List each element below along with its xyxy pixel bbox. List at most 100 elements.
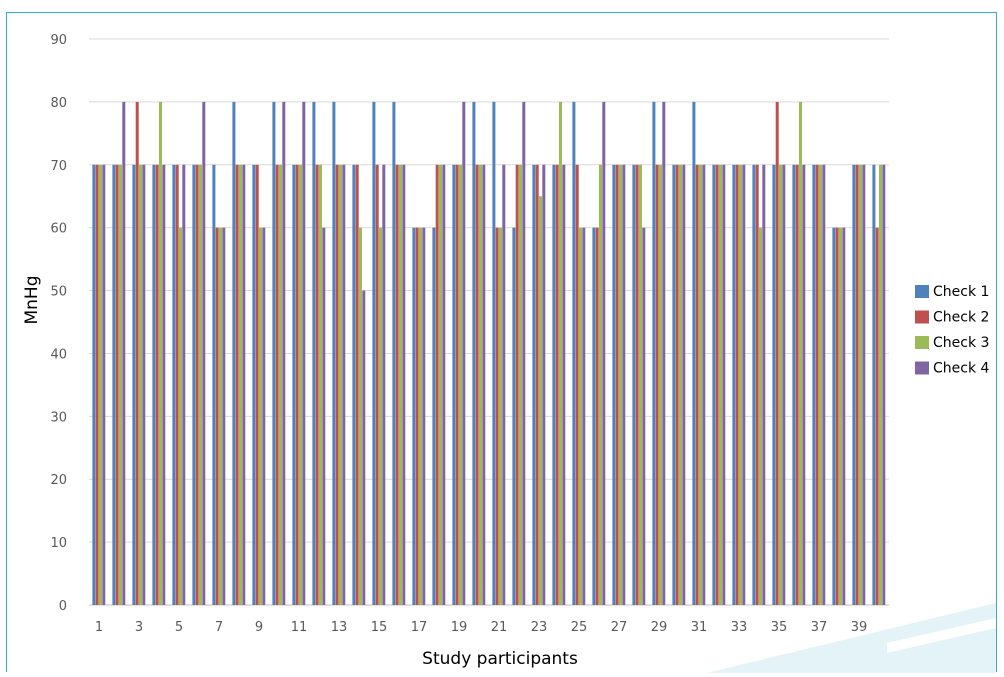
y-axis-title: MnHg (22, 275, 42, 324)
bar (359, 227, 362, 605)
bar (682, 164, 686, 605)
bar (592, 227, 596, 605)
x-tick-label: 15 (371, 620, 388, 635)
bar (539, 196, 542, 605)
bar (115, 164, 119, 605)
bar (202, 101, 206, 605)
bar (455, 164, 459, 605)
bar (172, 164, 176, 605)
bar (619, 164, 622, 605)
bar (722, 164, 726, 605)
bar (532, 164, 536, 605)
bar (275, 164, 279, 605)
legend-label: Check 2 (933, 310, 989, 326)
bar (712, 164, 716, 605)
bar (395, 164, 399, 605)
bar (439, 164, 442, 605)
bar (492, 101, 496, 605)
bar (175, 164, 179, 605)
bar (879, 164, 882, 605)
x-tick-label: 11 (291, 620, 308, 635)
bar (135, 101, 139, 605)
x-axis-title: Study participants (422, 649, 578, 669)
bar (392, 101, 396, 605)
bar (732, 164, 736, 605)
bar (332, 101, 336, 605)
bar (295, 164, 299, 605)
bar (339, 164, 342, 605)
x-tick-label: 17 (411, 620, 428, 635)
x-tick-label: 25 (571, 620, 588, 635)
bar (102, 164, 106, 605)
bar (842, 227, 846, 605)
bar (379, 227, 382, 605)
bar (882, 164, 886, 605)
bar (799, 101, 802, 605)
bar (562, 164, 566, 605)
bar (122, 101, 126, 605)
bar (579, 227, 582, 605)
bar (312, 101, 316, 605)
bar (132, 164, 136, 605)
bar (179, 227, 182, 605)
bar (155, 164, 159, 605)
bar (715, 164, 719, 605)
x-tick-label: 27 (611, 620, 628, 635)
bar (699, 164, 702, 605)
bar (822, 164, 826, 605)
bar (219, 227, 222, 605)
bar (735, 164, 739, 605)
chart-frame: 0 10 20 30 40 50 60 70 80 90 1 3 5 7 9 11 13 15 17 19 21 23 2… (6, 12, 997, 673)
bar (162, 164, 166, 605)
legend-item: Check 2 (915, 310, 989, 326)
bar (872, 164, 876, 605)
bar (512, 227, 516, 605)
legend-label: Check 4 (933, 361, 990, 377)
bar (92, 164, 96, 605)
bar (459, 164, 462, 605)
bar (555, 164, 559, 605)
bar (602, 101, 606, 605)
bar (402, 164, 406, 605)
bar (779, 164, 782, 605)
legend-swatch (915, 336, 929, 349)
x-tick-label: 31 (691, 620, 708, 635)
legend-label: Check 3 (933, 335, 989, 351)
bar (742, 164, 746, 605)
bar (775, 101, 779, 605)
bar (482, 164, 486, 605)
bar (215, 227, 219, 605)
bar (655, 164, 659, 605)
bar (239, 164, 242, 605)
bar (659, 164, 662, 605)
bar (859, 164, 862, 605)
bar (452, 164, 456, 605)
bar (499, 227, 502, 605)
bar (442, 164, 446, 605)
bar (515, 164, 519, 605)
bar (232, 101, 236, 605)
x-tick-label: 13 (331, 620, 348, 635)
bar (112, 164, 116, 605)
bar (552, 164, 556, 605)
bar (572, 101, 576, 605)
y-tick-label: 20 (50, 473, 67, 488)
bar (272, 101, 276, 605)
figure-caption (0, 0, 1004, 11)
bar (212, 164, 216, 605)
bar (575, 164, 579, 605)
bar (802, 164, 806, 605)
bar (192, 164, 196, 605)
x-tick-label: 9 (255, 620, 263, 635)
bar (672, 164, 676, 605)
x-tick-label: 33 (731, 620, 748, 635)
x-tick-label: 23 (531, 620, 548, 635)
bar (299, 164, 302, 605)
bar (639, 164, 642, 605)
bar (622, 164, 626, 605)
legend-item: Check 1 (915, 284, 989, 300)
x-tick-label: 29 (651, 620, 668, 635)
legend-label: Check 1 (933, 284, 989, 300)
bar (719, 164, 722, 605)
